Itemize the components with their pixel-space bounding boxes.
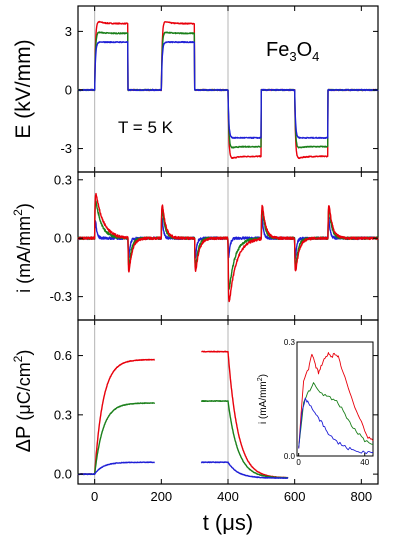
middle-panel-traces: [77, 192, 379, 303]
middle-ytick-label: 0.0: [54, 231, 72, 246]
inset-ytick-label: 0.0: [284, 452, 296, 461]
bottom-series-red-decay: [201, 350, 289, 479]
inset-xtick-label: 40: [360, 458, 369, 467]
temperature-annotation: T = 5 K: [118, 118, 174, 137]
inset-traces: [298, 352, 374, 455]
bottom-ytick-label: 0.0: [54, 467, 72, 482]
middle-ylabel: i (mA/mm2): [11, 203, 34, 293]
middle-ylabel-tail: ): [14, 203, 34, 209]
bottom-series-blue-rise: [77, 461, 155, 476]
top-ylabel: E (kV/mm): [12, 39, 35, 138]
bottom-ylabel: ΔP (μC/cm2): [11, 350, 35, 453]
middle-ylabel-sup: 2: [11, 209, 25, 216]
bottom-ytick-label: 0.3: [54, 407, 72, 422]
middle-ytick-label: 0.3: [54, 172, 72, 187]
middle-ylabel-main: i (mA/mm: [14, 216, 34, 293]
x-axis-title: t (μs): [203, 510, 253, 535]
material-label-mid: O: [297, 39, 313, 61]
top-panel-y-axis: 3 0 -3: [60, 24, 378, 156]
xtick-label: 400: [217, 489, 239, 504]
x-axis-title-unit: (μs): [215, 510, 253, 535]
material-label-sub2: 4: [312, 49, 319, 64]
bottom-series-red-rise: [77, 358, 155, 476]
material-label: Fe3O4: [266, 39, 319, 64]
inset-axes: 0.3 0.00 40: [284, 338, 370, 467]
inset-series-red: [298, 352, 374, 449]
xtick-label: 800: [350, 489, 372, 504]
material-label-sub1: 3: [289, 49, 296, 64]
bottom-ytick-label: 0.6: [54, 348, 72, 363]
x-axis-title-main: t: [203, 510, 209, 535]
bottom-panel-traces: [77, 350, 289, 479]
bottom-series-green-rise: [77, 402, 156, 476]
inset-ylabel-sup: 2: [257, 377, 264, 381]
xtick-label: 0: [91, 489, 98, 504]
xtick-label: 200: [150, 489, 172, 504]
inset-series-green: [298, 382, 374, 448]
bottom-ylabel-delta: ΔP: [13, 426, 35, 453]
inset-frame: [296, 341, 374, 457]
material-label-base: Fe: [266, 39, 289, 61]
middle-ytick-label: -0.3: [50, 289, 72, 304]
top-ytick-label: 0: [65, 82, 72, 97]
xtick-label: 600: [284, 489, 306, 504]
top-panel-traces: [77, 20, 379, 160]
inset-ytick-label: 0.3: [284, 338, 296, 347]
inset-ylabel-main: i (mA/mm: [258, 381, 269, 424]
middle-panel-y-axis: 0.3 0.0 -0.3: [50, 172, 378, 304]
bottom-series-blue-decay: [200, 461, 289, 479]
middle-series-red: [77, 192, 379, 303]
bottom-ylabel-open: (μC/cm: [14, 362, 34, 425]
bottom-ylabel-sup: 2: [11, 355, 25, 362]
inset-ylabel-tail: ): [258, 374, 269, 377]
inset-xtick-label: 0: [296, 458, 301, 467]
inset-series-blue: [298, 397, 374, 455]
top-series-blue: [77, 40, 379, 139]
top-ytick-label: 3: [65, 24, 72, 39]
bottom-panel-x-axis: 0 200 400 600 800: [91, 6, 372, 504]
bottom-series-green-decay: [200, 400, 289, 479]
bottom-panel-y-axis: 0.6 0.3 0.0: [54, 348, 378, 482]
top-ytick-label: -3: [60, 141, 72, 156]
inset-ylabel: i (mA/mm2): [257, 374, 269, 424]
bottom-ylabel-tail: ): [14, 350, 34, 356]
